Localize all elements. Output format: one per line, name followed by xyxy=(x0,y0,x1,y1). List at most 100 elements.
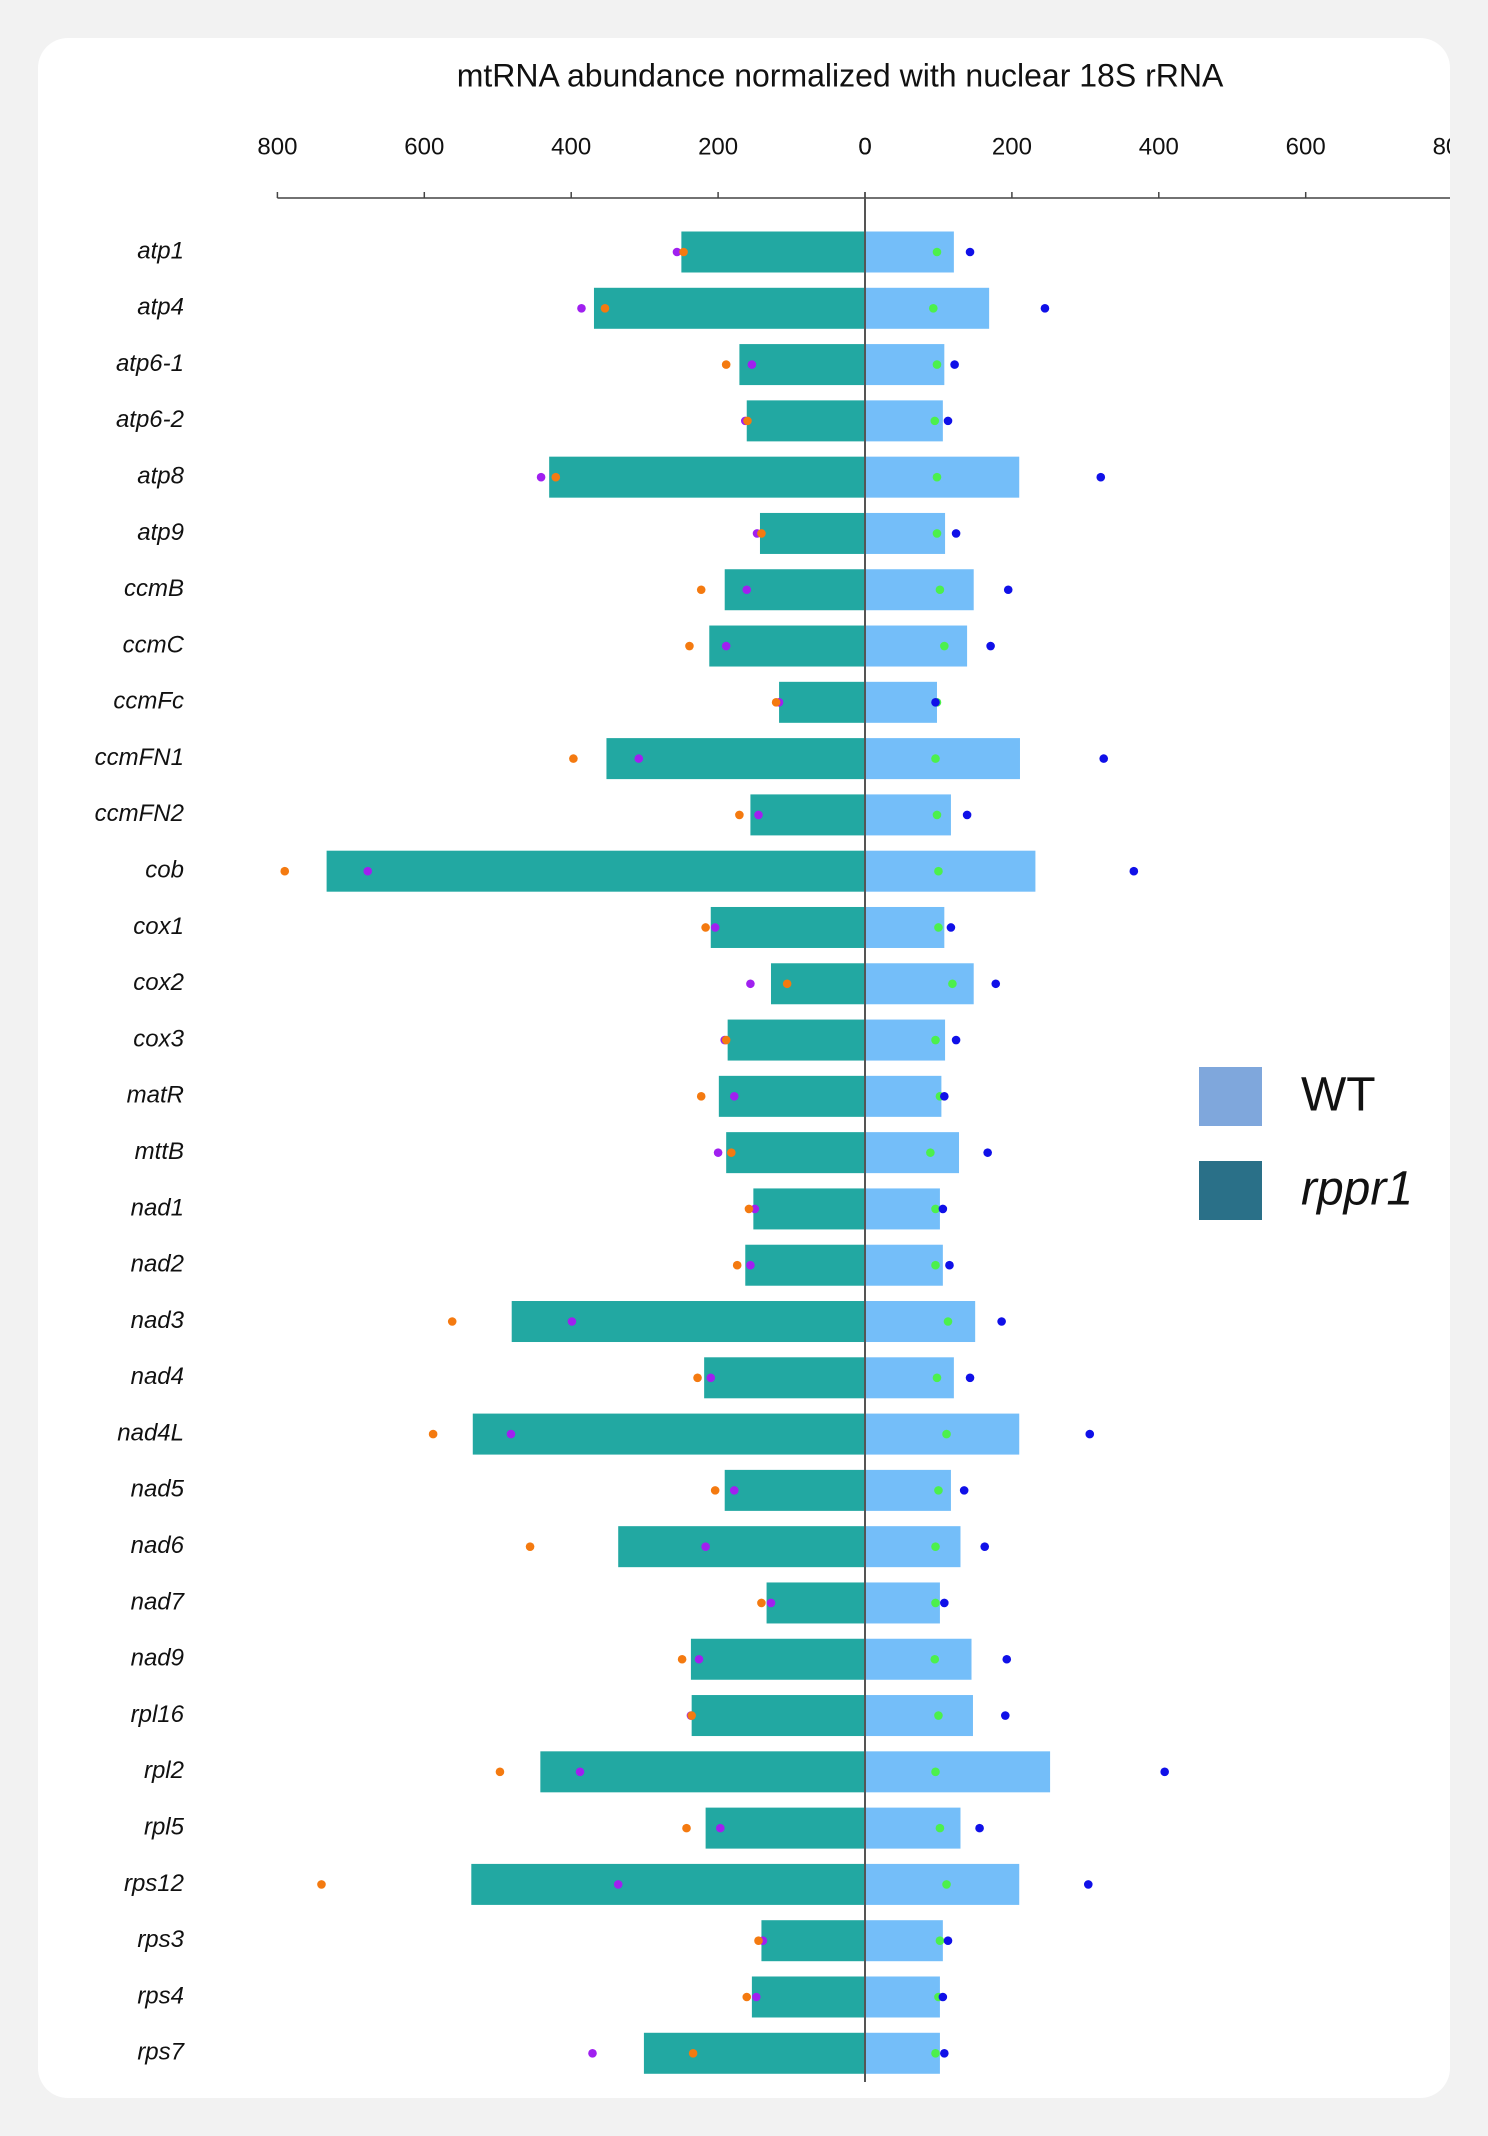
plot-area: mtRNA abundance normalized with nuclear … xyxy=(95,57,1450,2082)
legend-label: WT xyxy=(1301,1069,1376,1122)
replicate-dot xyxy=(280,866,290,876)
replicate-dot xyxy=(1096,472,1106,482)
category-label: rpl5 xyxy=(144,1813,185,1840)
replicate-dot xyxy=(696,585,706,595)
replicate-dot xyxy=(932,472,942,482)
replicate-dot xyxy=(551,472,561,482)
category-label: nad2 xyxy=(131,1251,184,1278)
replicate-dot xyxy=(940,1092,949,1101)
bar xyxy=(865,1751,1051,1793)
bar xyxy=(727,1019,865,1061)
category-label: nad3 xyxy=(131,1307,185,1334)
replicate-dot xyxy=(771,698,781,707)
replicate-dot xyxy=(975,1823,984,1833)
replicate-dot xyxy=(1040,303,1050,313)
category-label: ccmFc xyxy=(113,688,184,715)
replicate-dot xyxy=(965,247,975,257)
replicate-dot xyxy=(613,1880,623,1889)
bar xyxy=(865,456,1020,498)
replicate-dot xyxy=(672,247,682,257)
bar xyxy=(326,850,865,892)
bar xyxy=(865,512,946,554)
replicate-dot xyxy=(710,1486,720,1495)
replicate-dot xyxy=(694,1654,704,1664)
replicate-dot xyxy=(495,1767,505,1777)
replicate-dot xyxy=(986,641,995,651)
replicate-dot xyxy=(743,416,752,426)
category-label: cob xyxy=(145,857,184,884)
bar xyxy=(865,344,945,386)
replicate-dot xyxy=(447,1317,457,1326)
bar xyxy=(779,681,865,723)
replicate-dot xyxy=(751,1992,761,2002)
replicate-dot xyxy=(943,1317,953,1326)
replicate-dot xyxy=(934,1711,943,1720)
replicate-dot xyxy=(932,247,942,257)
chart-title: mtRNA abundance normalized with nuclear … xyxy=(457,57,1224,93)
replicate-dot xyxy=(685,641,694,651)
replicate-dot xyxy=(701,1542,710,1551)
replicate-dot xyxy=(536,472,546,482)
replicate-dot xyxy=(732,1260,742,1270)
category-label: rpl16 xyxy=(131,1701,185,1728)
replicate-dot xyxy=(679,247,688,257)
bar xyxy=(865,1582,940,1624)
replicate-dot xyxy=(575,1767,585,1777)
category-label: nad7 xyxy=(131,1588,186,1615)
replicate-dot xyxy=(946,923,956,932)
category-label: atp6-2 xyxy=(116,406,184,433)
replicate-dot xyxy=(931,1204,940,1214)
replicate-dot xyxy=(997,1317,1006,1326)
category-label: rpl2 xyxy=(144,1757,184,1784)
replicate-dot xyxy=(1099,754,1109,763)
replicate-dot xyxy=(600,303,610,313)
replicate-dot xyxy=(757,1598,766,1608)
replicate-dot xyxy=(929,303,938,313)
replicate-dot xyxy=(1083,1880,1093,1889)
bar xyxy=(709,625,865,667)
category-label: atp1 xyxy=(137,237,184,264)
bar xyxy=(759,512,865,554)
replicate-dot xyxy=(948,979,957,989)
replicate-dot xyxy=(696,1092,706,1101)
replicate-dot xyxy=(965,1373,975,1383)
bar xyxy=(739,344,865,386)
replicate-dot xyxy=(938,1992,948,2002)
replicate-dot xyxy=(766,1598,776,1608)
category-label: nad5 xyxy=(131,1476,185,1503)
category-label: mttB xyxy=(135,1138,184,1165)
x-tick-label: 200 xyxy=(992,133,1032,160)
bar xyxy=(511,1301,865,1343)
category-label: atp9 xyxy=(137,519,184,546)
replicate-dot xyxy=(931,754,940,763)
replicate-dot xyxy=(701,923,710,932)
replicate-dot xyxy=(677,1654,687,1664)
replicate-dot xyxy=(935,585,945,595)
replicate-dot xyxy=(932,529,942,538)
replicate-dot xyxy=(742,1992,752,2002)
replicate-dot xyxy=(577,303,586,313)
bar xyxy=(704,1357,865,1399)
bar xyxy=(865,1244,943,1286)
bar xyxy=(606,738,865,780)
bar xyxy=(766,1582,865,1624)
replicate-dot xyxy=(746,1260,755,1270)
replicate-dot xyxy=(940,1598,949,1608)
replicate-dot xyxy=(506,1429,516,1439)
replicate-dot xyxy=(943,416,953,426)
bar xyxy=(681,231,865,273)
category-label: nad4L xyxy=(117,1419,184,1446)
bar xyxy=(710,906,865,948)
category-label: nad9 xyxy=(131,1645,184,1672)
replicate-dot xyxy=(729,1486,739,1495)
legend-swatch xyxy=(1199,1067,1262,1126)
replicate-dot xyxy=(934,1486,943,1495)
replicate-dot xyxy=(931,1035,940,1045)
bar xyxy=(472,1413,865,1455)
bar xyxy=(865,906,945,948)
replicate-dot xyxy=(588,2048,597,2058)
replicate-dot xyxy=(1000,1711,1010,1720)
replicate-dot xyxy=(980,1542,990,1551)
bar xyxy=(865,1863,1020,1905)
